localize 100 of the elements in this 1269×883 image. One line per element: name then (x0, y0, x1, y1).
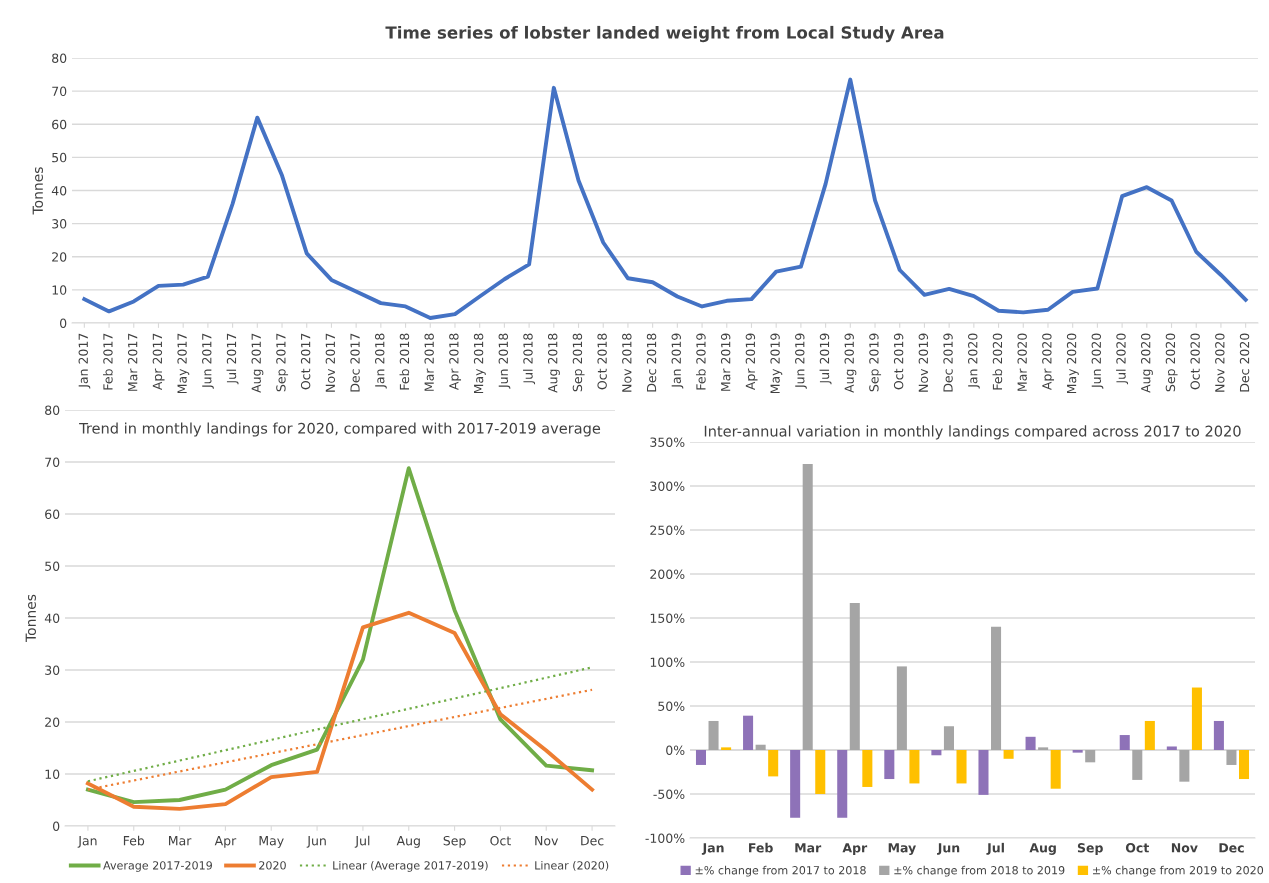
x-tick-label: Apr (214, 836, 237, 848)
x-tick-label: May 2019 (770, 333, 783, 394)
y-tick-label: 0 (60, 318, 67, 328)
x-tick-label: Oct (1125, 843, 1150, 853)
y-tick-label: 30 (52, 219, 67, 229)
x-tick-label: Apr 2018 (449, 333, 462, 391)
x-tick-label: Dec 2017 (350, 333, 360, 392)
x-tick-label: Aug 2019 (844, 333, 857, 393)
bar (943, 726, 954, 750)
bar (1119, 735, 1130, 750)
bar (790, 750, 801, 818)
bar (708, 720, 719, 750)
bar (768, 750, 779, 777)
bar (884, 750, 895, 780)
x-tick-label: Sep 2018 (572, 333, 585, 392)
x-tick-label: Sep 2019 (869, 333, 882, 392)
bar (1003, 750, 1014, 759)
x-tick-label: Jul 2017 (226, 333, 239, 385)
bar (1144, 720, 1155, 750)
y-tick-label: 20 (45, 717, 60, 727)
bar (1238, 750, 1250, 780)
line-series (85, 466, 595, 805)
x-tick-label: Jan 2019 (671, 333, 684, 389)
bar (721, 747, 732, 750)
x-tick-label: Jan 2018 (375, 333, 387, 389)
x-tick-label: Feb 2019 (696, 333, 706, 390)
y-axis-title: Tonnes (25, 594, 36, 643)
x-tick-label: Mar 2017 (127, 333, 138, 391)
x-tick-label: May 2017 (177, 333, 190, 394)
x-tick-label: Nov (1171, 843, 1198, 853)
bar (1213, 720, 1224, 750)
x-tick-label: Oct (490, 835, 511, 846)
x-tick-label: Nov (535, 836, 559, 846)
bar (956, 750, 967, 784)
x-tick-label: Dec (1219, 843, 1244, 853)
bar (1038, 747, 1049, 750)
x-tick-label: Nov 2020 (1215, 333, 1225, 392)
y-tick-label: 30 (45, 665, 60, 675)
x-tick-label: Feb 2020 (992, 333, 1003, 390)
x-tick-label: Jul 2018 (523, 333, 536, 385)
bar (1132, 750, 1143, 780)
x-tick-label: Jul (354, 835, 370, 848)
x-tick-label: Jan (701, 843, 724, 855)
x-tick-label: Feb 2017 (103, 333, 113, 390)
legend-label: Linear (Average 2017-2019) (333, 860, 488, 872)
y-tick-label: 150% (650, 613, 685, 623)
x-tick-label: Dec 2019 (943, 333, 953, 392)
x-tick-label: Nov 2019 (918, 333, 929, 392)
y-tick-label: 60 (52, 119, 67, 130)
x-tick-label: Mar (795, 843, 822, 853)
bar (1050, 750, 1061, 789)
x-tick-label: Jan (77, 836, 97, 848)
y-tick-label: -100% (645, 833, 685, 843)
x-tick-label: Jan 2017 (78, 333, 91, 389)
y-tick-label: 10 (45, 769, 60, 779)
y-tick-label: -50% (653, 789, 685, 799)
x-tick-label: Nov 2018 (622, 333, 632, 392)
bar (743, 715, 754, 750)
x-tick-label: Sep 2020 (1165, 333, 1178, 392)
x-tick-label: Apr (842, 843, 868, 855)
x-tick-label: Apr 2017 (152, 333, 165, 391)
x-tick-label: Mar 2018 (424, 333, 434, 391)
y-tick-label: 70 (52, 86, 67, 97)
x-tick-label: Sep (1077, 843, 1103, 855)
x-tick-label: Mar (169, 836, 192, 846)
x-tick-label: Mar 2020 (1017, 333, 1027, 391)
x-tick-label: Aug (1029, 843, 1056, 855)
y-tick-label: 0% (666, 745, 685, 755)
x-tick-label: Feb 2018 (399, 333, 410, 390)
bar (1072, 750, 1083, 753)
x-tick-label: Jul 2020 (1116, 333, 1129, 385)
x-tick-label: Aug 2017 (251, 333, 264, 393)
y-tick-label: 0 (53, 821, 60, 831)
bar (909, 750, 920, 784)
x-tick-label: Jun 2018 (498, 333, 511, 389)
x-tick-label: Nov 2017 (325, 333, 336, 392)
x-tick-label: Jul 2019 (819, 333, 832, 385)
y-tick-label: 40 (44, 613, 60, 623)
bar (1166, 746, 1177, 750)
y-tick-label: 50 (45, 561, 60, 571)
y-tick-label: 100% (650, 657, 685, 667)
line-series (82, 77, 1248, 320)
y-tick-label: 350% (650, 437, 685, 447)
x-tick-label: Jan 2020 (968, 333, 980, 389)
x-tick-label: Aug 2018 (547, 333, 560, 393)
x-tick-label: Jun (937, 843, 960, 855)
y-tick-label: 70 (45, 457, 60, 467)
bar (931, 750, 942, 756)
bar (1025, 736, 1036, 750)
bar (755, 744, 766, 750)
bar (849, 603, 860, 750)
bar (1191, 687, 1202, 750)
bar (1179, 750, 1190, 782)
y-tick-label: 50% (658, 701, 685, 711)
line-series (85, 610, 595, 811)
text: Trend in monthly landings for 2020, compared with 2017-2019 average (79, 422, 601, 437)
x-tick-label: Feb (123, 835, 145, 846)
x-tick-label: Feb (749, 842, 773, 853)
legend-label: ±% change from 2019 to 2020 (1093, 865, 1264, 877)
x-tick-label: Aug (396, 836, 420, 848)
